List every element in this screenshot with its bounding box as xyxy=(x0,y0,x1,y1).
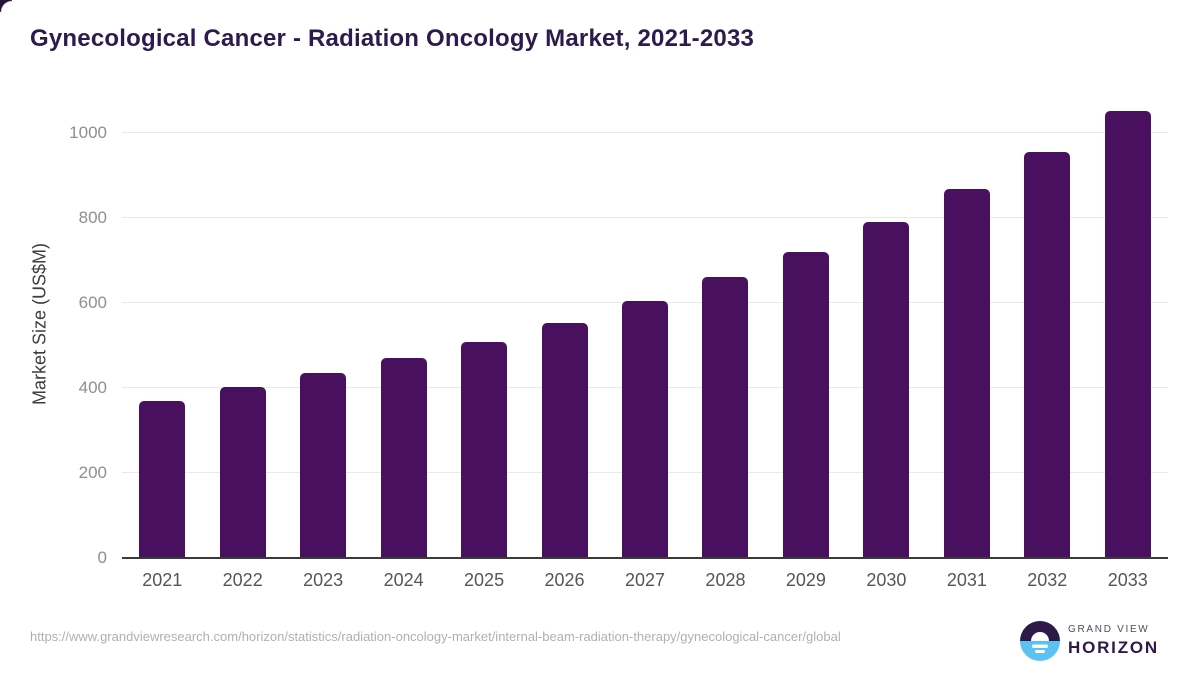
y-tick-label-0: 0 xyxy=(97,548,107,567)
x-tick-label-2027: 2027 xyxy=(624,570,666,590)
x-tick-label-2025: 2025 xyxy=(464,570,505,590)
bar-2030[interactable] xyxy=(863,222,910,558)
bar-2023[interactable] xyxy=(300,373,347,558)
x-tick-label-2021: 2021 xyxy=(142,570,183,590)
brand-logo-text: GRAND VIEW HORIZON xyxy=(1068,624,1159,658)
x-tick-label-2026: 2026 xyxy=(544,570,585,590)
x-tick-label-2022: 2022 xyxy=(222,570,263,590)
bar-2024[interactable] xyxy=(380,358,427,558)
rounded-corner-artifact xyxy=(0,0,12,12)
gridline-800 xyxy=(122,216,1168,218)
y-tick-label-600: 600 xyxy=(78,292,107,312)
x-tick-label-2028: 2028 xyxy=(705,570,746,590)
y-tick-label-800: 800 xyxy=(78,207,107,227)
bar-2032[interactable] xyxy=(1024,151,1071,558)
brand-logo[interactable]: GRAND VIEW HORIZON xyxy=(1020,621,1159,661)
source-url: https://www.grandviewresearch.com/horizo… xyxy=(30,629,841,644)
x-tick-label-2033: 2033 xyxy=(1107,570,1148,590)
x-tick-label-2030: 2030 xyxy=(866,570,907,590)
brand-name-top: GRAND VIEW xyxy=(1068,624,1150,635)
bar-2026[interactable] xyxy=(541,322,588,558)
x-axis-line xyxy=(122,557,1168,559)
x-tick-label-2032: 2032 xyxy=(1027,570,1068,590)
y-tick-label-200: 200 xyxy=(78,462,107,482)
bar-2022[interactable] xyxy=(219,387,266,558)
chart-title: Gynecological Cancer - Radiation Oncolog… xyxy=(30,25,755,52)
bar-2033[interactable] xyxy=(1104,110,1151,558)
y-axis-tick-labels: 0 200 400 600 800 1000 xyxy=(0,105,107,566)
x-tick-label-2024: 2024 xyxy=(383,570,424,590)
bar-2028[interactable] xyxy=(702,276,749,558)
x-axis-tick-labels: 2021 2022 2023 2024 2025 2026 2027 2028 2029 2030… xyxy=(122,564,1168,592)
bar-2027[interactable] xyxy=(622,300,668,558)
bar-2021[interactable] xyxy=(139,400,186,558)
horizon-sun-circle-icon xyxy=(1020,621,1060,661)
bar-2029[interactable] xyxy=(782,251,829,558)
y-tick-label-1000: 1000 xyxy=(69,122,107,142)
plot-area xyxy=(122,105,1168,559)
gridline-1000 xyxy=(122,131,1168,133)
bar-2025[interactable] xyxy=(461,341,508,558)
bar-2031[interactable] xyxy=(943,189,990,558)
x-tick-label-2031: 2031 xyxy=(946,570,987,590)
x-tick-label-2029: 2029 xyxy=(785,570,826,590)
y-tick-label-400: 400 xyxy=(78,377,107,397)
brand-name-bottom: HORIZON xyxy=(1068,638,1159,657)
x-tick-label-2023: 2023 xyxy=(303,570,344,590)
